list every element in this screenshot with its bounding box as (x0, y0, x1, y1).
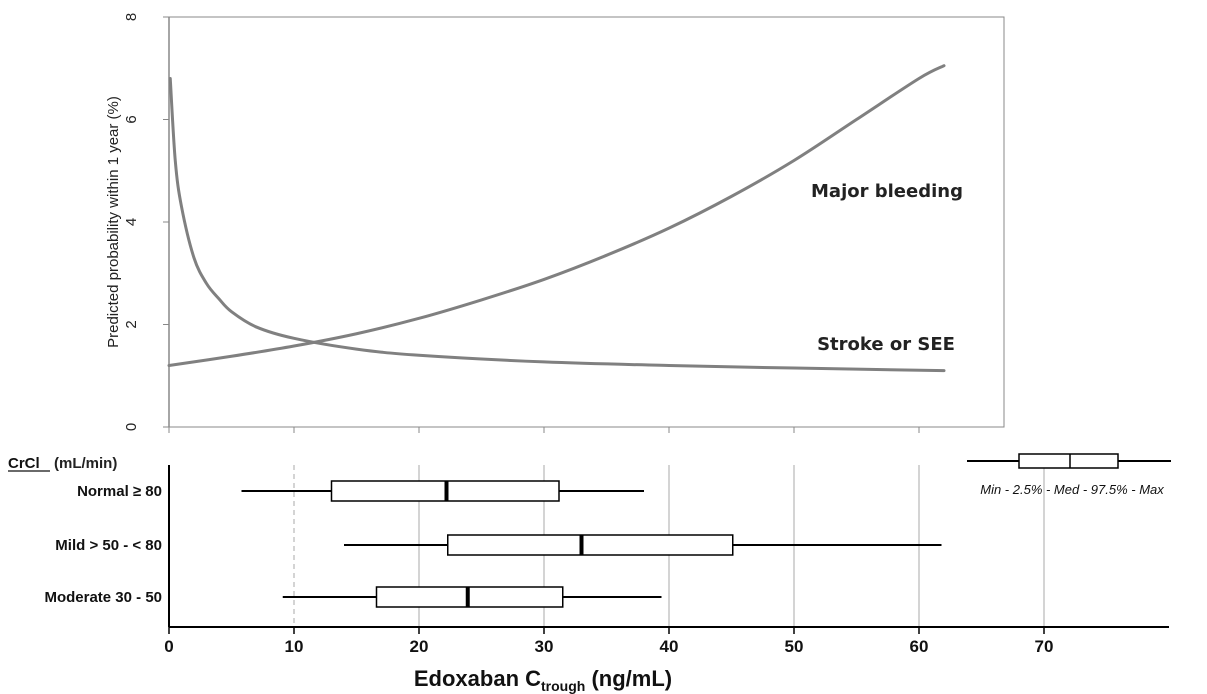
x-axis-label-main: Edoxaban C (414, 666, 541, 691)
y-tick-label: 6 (123, 115, 140, 123)
y-tick-label: 4 (123, 218, 140, 226)
x-tick-label: 40 (660, 637, 679, 656)
x-tick-label: 60 (910, 637, 929, 656)
series-label-stroke-or-see: Stroke or SEE (817, 334, 955, 355)
legend-box (1018, 453, 1119, 469)
x-axis-label-unit: (ng/mL) (585, 666, 672, 691)
x-tick-label: 20 (410, 637, 429, 656)
x-tick-label: 50 (785, 637, 804, 656)
x-tick-label: 10 (285, 637, 304, 656)
legend-text: Min - 2.5% - Med - 97.5% - Max (980, 482, 1164, 497)
box-iqr (447, 534, 734, 556)
x-tick-label: 70 (1035, 637, 1054, 656)
y-tick-label: 2 (123, 320, 140, 328)
box-group-label: Mild > 50 - < 80 (55, 537, 162, 554)
x-axis-label-sub: trough (541, 678, 585, 694)
series-label-major-bleeding: Major bleeding (811, 181, 963, 202)
series-line-major-bleeding (167, 64, 946, 367)
x-axis-label: Edoxaban Ctrough (ng/mL) (414, 666, 672, 694)
plot-frame (168, 16, 1005, 428)
box-panel-title-unit: (mL/min) (54, 455, 117, 472)
y-tick-label: 0 (123, 423, 140, 431)
box-group-label: Normal ≥ 80 (77, 483, 162, 500)
box-group-label: Moderate 30 - 50 (44, 589, 162, 606)
box-panel-title: CrCl (8, 455, 40, 472)
series-line-stroke-or-see (168, 77, 946, 373)
x-tick-label: 0 (164, 637, 173, 656)
y-axis-label: Predicted probability within 1 year (%) (105, 96, 122, 348)
x-tick-label: 30 (535, 637, 554, 656)
y-tick-label: 8 (123, 13, 140, 21)
